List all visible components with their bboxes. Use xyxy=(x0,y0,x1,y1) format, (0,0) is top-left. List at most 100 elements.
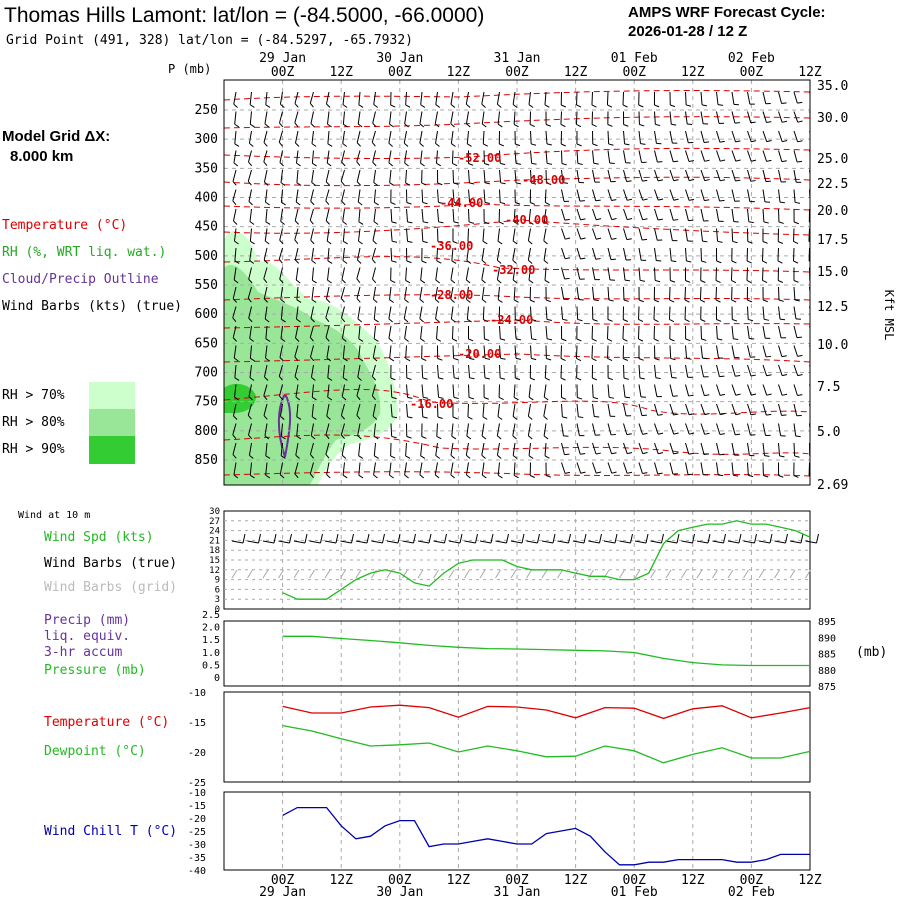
wind-barb xyxy=(311,384,314,398)
wind-barb-flag xyxy=(560,377,566,381)
wind-barb-flag xyxy=(466,435,472,440)
wind-barb xyxy=(685,384,690,397)
wind-barb xyxy=(528,442,531,456)
wind-barb xyxy=(371,384,376,396)
wind-barb xyxy=(669,228,673,241)
wind-barb-flag xyxy=(481,299,487,303)
wind-barb-flag xyxy=(438,377,444,380)
wind-barb-flag xyxy=(766,159,772,162)
wind-barb-true-flag xyxy=(754,533,757,544)
wind-barb xyxy=(592,462,597,474)
wind-barb-true xyxy=(758,540,771,544)
wind-barb xyxy=(373,91,376,105)
wind-barb xyxy=(685,150,690,162)
wind-barb xyxy=(669,208,674,221)
wind-barb-flag xyxy=(391,396,397,400)
wind-barb-flag xyxy=(358,474,364,479)
wind-barb xyxy=(325,169,330,182)
wind-barb-flag xyxy=(810,202,815,203)
wind-barb-flag xyxy=(779,318,786,321)
wind-barb xyxy=(420,91,423,105)
wind-barb xyxy=(793,286,796,300)
wind-barb-grid xyxy=(696,569,703,579)
wind-barb xyxy=(371,247,376,260)
wind-barb xyxy=(685,91,687,105)
contour-label: -36.00 xyxy=(430,239,473,253)
wind-barb xyxy=(327,384,330,398)
wind-barb xyxy=(249,364,252,378)
pressure-tick-label: 300 xyxy=(195,132,218,147)
wind-barb xyxy=(468,384,470,398)
wind-barb xyxy=(481,267,485,280)
wind-barb xyxy=(716,228,719,242)
wind-barb xyxy=(247,403,252,416)
wind-barb xyxy=(468,208,470,222)
wind-barb-flag xyxy=(642,198,648,201)
wind-barb-flag xyxy=(357,201,363,206)
wind-barb xyxy=(654,247,657,261)
wind-barb-flag xyxy=(607,377,613,381)
wind-barb-flag xyxy=(249,142,254,147)
wind-barb xyxy=(716,130,721,143)
wind-barb-grid xyxy=(355,569,362,579)
contour-label: -52.00 xyxy=(458,151,501,165)
wind-barb xyxy=(762,91,767,104)
contour-label: -44.00 xyxy=(440,196,483,210)
wind-barb xyxy=(731,403,737,415)
wind-barb-flag xyxy=(280,338,286,342)
wind-barb-grid xyxy=(417,569,424,579)
wind-barb xyxy=(793,384,798,396)
time-tick-label-top: 00Z xyxy=(505,65,529,80)
wind-barb-flag xyxy=(372,161,377,167)
wind-barb-true xyxy=(231,540,244,544)
wind-barb-flag xyxy=(689,178,695,182)
wind-barb-flag xyxy=(281,201,286,206)
wind-barb xyxy=(561,306,564,320)
wind-barb xyxy=(481,442,485,456)
wind-barb xyxy=(373,306,376,320)
wind-barb xyxy=(390,228,393,242)
wind-barb xyxy=(700,228,704,242)
wind-barb-flag xyxy=(576,358,582,362)
pressure-tick-label: 880 xyxy=(818,666,836,677)
wind-barb-flag xyxy=(751,140,757,143)
wind-barb xyxy=(530,130,532,144)
wind-chill-tick-label: -15 xyxy=(188,801,206,812)
wind-barb xyxy=(778,306,781,320)
wind-barb xyxy=(561,462,566,474)
wind-barb-flag xyxy=(638,104,644,108)
wind-barb-flag xyxy=(513,299,519,303)
wind-barb-flag xyxy=(748,474,754,478)
wind-barb-true xyxy=(789,540,802,544)
wind-barb-flag xyxy=(546,162,553,165)
wind-barb xyxy=(793,325,798,338)
wind-barb-flag xyxy=(279,395,284,401)
wind-barb xyxy=(700,403,706,415)
wind-barb xyxy=(311,267,314,281)
wind-barb xyxy=(545,306,548,320)
wind-barb-flag xyxy=(327,143,333,147)
wind-barb-flag xyxy=(782,120,788,123)
wind-barb-flag xyxy=(529,124,535,128)
wind-barb-true-flag xyxy=(661,533,664,544)
wind-barb-flag xyxy=(312,279,317,284)
pressure-tick-label: 700 xyxy=(195,365,218,380)
wind-barb xyxy=(249,247,252,261)
wind-barb-flag xyxy=(797,101,803,104)
wind-barb xyxy=(528,208,531,222)
legend-rh90-label: RH > 90% xyxy=(2,442,65,457)
wind-barb xyxy=(669,247,672,261)
wind-barb-flag xyxy=(247,180,252,186)
wind-barb-flag xyxy=(704,179,710,182)
wind-barb-flag xyxy=(733,338,739,341)
wind-barb-flag xyxy=(465,279,471,284)
wind-barb xyxy=(421,228,424,242)
wind-barb xyxy=(793,150,798,163)
wind-barb xyxy=(561,267,566,280)
wind-barb-flag xyxy=(515,319,521,322)
wind-barb xyxy=(499,325,501,339)
wind-barb-flag xyxy=(781,102,787,104)
wind-barb xyxy=(654,442,659,454)
wind-barb-flag xyxy=(762,299,768,303)
wind-barb-flag xyxy=(420,162,425,167)
